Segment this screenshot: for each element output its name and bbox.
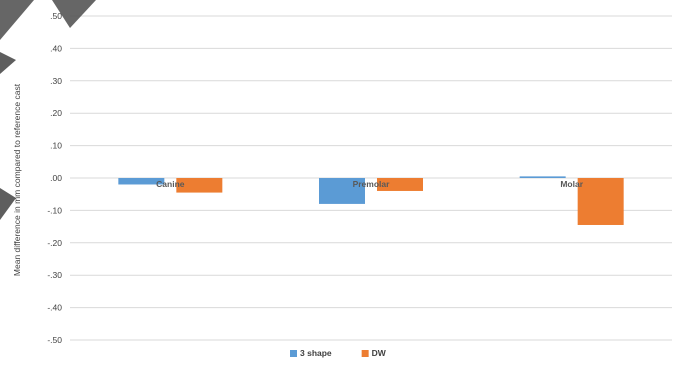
y-tick-label: .30 — [50, 76, 62, 86]
y-tick-label: .00 — [50, 173, 62, 183]
bars — [118, 176, 624, 225]
legend-swatch — [290, 350, 297, 357]
gridlines — [70, 15, 672, 341]
y-axis-label: Mean difference in mm compared to refere… — [12, 83, 22, 276]
y-tick-label: -.50 — [47, 335, 62, 345]
bar-3-shape-molar — [519, 176, 566, 178]
y-tick-label: -.10 — [47, 205, 62, 215]
y-tick-label: .40 — [50, 43, 62, 53]
y-tick-label: -.30 — [47, 270, 62, 280]
y-tick-label: .10 — [50, 141, 62, 151]
bar-3-shape-premolar — [319, 178, 365, 204]
y-axis-ticks: .50 .40 .30 .20 .10 .00 -.10 -.20 -.30 -.40 -.50 — [47, 11, 62, 345]
bar-dw-canine — [176, 178, 223, 193]
legend: 3 shape DW — [290, 348, 387, 358]
legend-swatch — [361, 350, 369, 357]
legend-label: DW — [372, 348, 387, 358]
bar-3-shape-canine — [118, 178, 165, 185]
bar-dw-molar — [577, 178, 624, 225]
y-tick-label: .50 — [50, 11, 62, 21]
y-tick-label: -.40 — [47, 303, 62, 313]
y-tick-label: .20 — [50, 108, 62, 118]
category-label: Canine — [156, 179, 185, 189]
legend-label: 3 shape — [300, 348, 332, 358]
category-labels: Canine Premolar Molar — [156, 179, 584, 189]
category-label: Premolar — [353, 179, 391, 189]
bar-dw-premolar — [377, 178, 423, 191]
category-label: Molar — [560, 179, 583, 189]
y-tick-label: -.20 — [47, 238, 62, 248]
